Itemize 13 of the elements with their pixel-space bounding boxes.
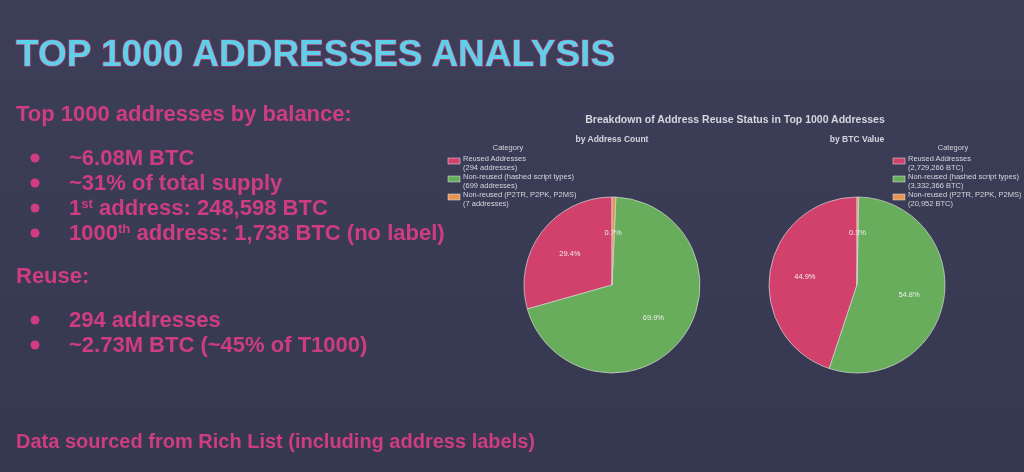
text: Data sourced from Rich List (including address labels) <box>16 430 535 452</box>
text: Breakdown of Address Reuse Status in Top 1000 Addresses <box>585 113 885 125</box>
text: ~31% of total supply <box>69 170 284 195</box>
chart-subtitle: by Address Count <box>575 134 649 144</box>
text: Top 1000 addresses by balance: <box>16 101 352 126</box>
text: 1$^{st}$ address: 248,598 BTC <box>69 195 328 220</box>
text: ~6.08M BTC <box>69 145 195 170</box>
text: Reuse: <box>16 263 90 288</box>
text: TOP 1000 ADDRESSES ANALYSIS <box>16 33 616 74</box>
text: 294 addresses <box>69 307 221 332</box>
chart-subtitle: by BTC Value <box>829 134 885 144</box>
text: ~2.73M BTC (~45% of T1000) <box>69 332 368 357</box>
text: 1000$^{th}$ address: 1,738 BTC (no label) <box>69 220 445 245</box>
